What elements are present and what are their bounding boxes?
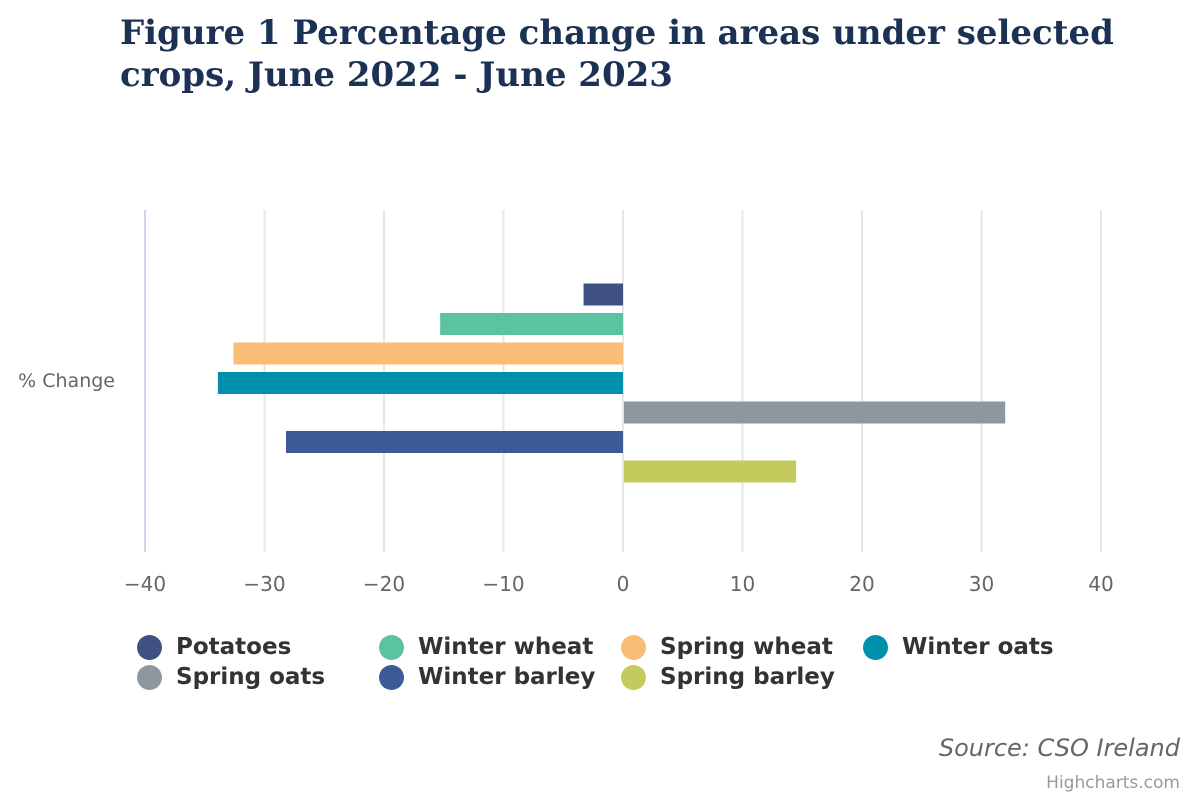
legend-item-winter-barley[interactable]: Winter barley: [379, 664, 621, 690]
x-tick-label: −20: [363, 572, 405, 596]
legend-item-winter-oats[interactable]: Winter oats: [863, 634, 1105, 660]
legend-marker-icon: [137, 664, 162, 690]
legend-label: Potatoes: [176, 634, 292, 660]
bar-winter-barley[interactable]: [286, 431, 623, 453]
legend-item-winter-wheat[interactable]: Winter wheat: [379, 634, 621, 660]
legend-label: Winter barley: [418, 664, 596, 690]
legend-marker-icon: [621, 634, 646, 660]
source-credit: Source: CSO Ireland: [938, 734, 1180, 762]
legend-label: Winter wheat: [418, 634, 594, 660]
legend-label: Spring barley: [660, 664, 835, 690]
bar-spring-wheat[interactable]: [233, 342, 623, 365]
chart-title: Figure 1 Percentage change in areas unde…: [120, 13, 1114, 95]
x-tick-label: −10: [482, 572, 524, 596]
highcharts-credit[interactable]: Highcharts.com: [1046, 773, 1180, 793]
x-tick-label: 20: [849, 572, 874, 596]
x-tick-label: 30: [969, 572, 994, 596]
legend-marker-icon: [863, 634, 888, 660]
legend-marker-icon: [621, 664, 646, 690]
bars: [217, 283, 1006, 483]
x-tick-label: 40: [1088, 572, 1113, 596]
bar-chart: −40 −30 −20 −10 0 10 20 30 40 % Change: [18, 210, 1114, 596]
legend-label: Spring oats: [176, 664, 326, 690]
legend-item-spring-oats[interactable]: Spring oats: [137, 664, 379, 690]
x-axis-ticks: −40 −30 −20 −10 0 10 20 30 40: [124, 572, 1114, 596]
legend-item-spring-barley[interactable]: Spring barley: [621, 664, 863, 690]
legend-item-potatoes[interactable]: Potatoes: [137, 634, 379, 660]
bar-winter-wheat[interactable]: [440, 313, 623, 335]
x-tick-label: −30: [243, 572, 285, 596]
bar-spring-oats[interactable]: [624, 401, 1006, 424]
legend: Potatoes Winter wheat Spring wheat Winter o…: [137, 634, 1107, 690]
category-label: % Change: [18, 370, 115, 392]
bar-potatoes[interactable]: [583, 283, 623, 306]
bar-winter-oats[interactable]: [217, 372, 623, 394]
legend-label: Winter oats: [902, 634, 1054, 660]
x-tick-label: 10: [730, 572, 755, 596]
x-tick-label: −40: [124, 572, 166, 596]
legend-label: Spring wheat: [660, 634, 833, 660]
legend-marker-icon: [137, 634, 162, 660]
legend-marker-icon: [379, 634, 404, 660]
legend-item-spring-wheat[interactable]: Spring wheat: [621, 634, 863, 660]
legend-marker-icon: [379, 664, 404, 690]
bar-spring-barley[interactable]: [624, 460, 797, 483]
x-tick-label: 0: [617, 572, 630, 596]
